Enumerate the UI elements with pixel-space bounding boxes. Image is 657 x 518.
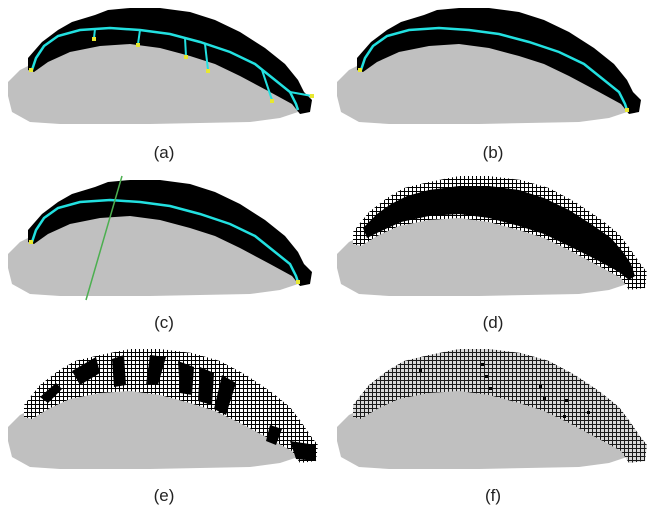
voxel-grid bbox=[24, 349, 318, 463]
panel-e: (e) bbox=[0, 345, 328, 517]
voxel-grid bbox=[353, 349, 647, 463]
skeleton-cyan bbox=[30, 26, 313, 111]
skeleton-cyan bbox=[30, 198, 300, 283]
panel-e-image bbox=[8, 349, 318, 469]
panel-d-image bbox=[337, 176, 647, 296]
panel-f: (f) bbox=[329, 345, 657, 517]
panel-c-image bbox=[8, 175, 312, 301]
panel-d: (d) bbox=[329, 172, 657, 344]
black-region bbox=[357, 8, 641, 114]
endpoint-markers bbox=[358, 68, 629, 112]
black-region bbox=[28, 8, 312, 114]
panel-c: (c) bbox=[0, 172, 328, 344]
panel-f-image bbox=[337, 349, 647, 469]
black-region bbox=[28, 180, 312, 286]
endpoint-markers bbox=[29, 240, 300, 284]
panel-label: (c) bbox=[154, 313, 174, 332]
endpoint-markers bbox=[29, 37, 314, 103]
cut-line bbox=[85, 175, 123, 301]
dark-grid-cells bbox=[419, 363, 590, 418]
panel-a: (a) bbox=[0, 0, 328, 172]
panel-b: (b) bbox=[329, 0, 657, 172]
panel-label: (d) bbox=[482, 313, 504, 332]
panel-label: (b) bbox=[482, 143, 504, 162]
black-region bbox=[363, 186, 635, 280]
black-stripes bbox=[40, 355, 316, 461]
panel-label: (a) bbox=[153, 143, 175, 162]
panel-label: (f) bbox=[484, 486, 502, 505]
panel-b-image bbox=[337, 8, 641, 124]
panel-label: (e) bbox=[153, 486, 175, 505]
panel-a-image bbox=[8, 8, 314, 124]
skeleton-cyan bbox=[359, 26, 629, 111]
